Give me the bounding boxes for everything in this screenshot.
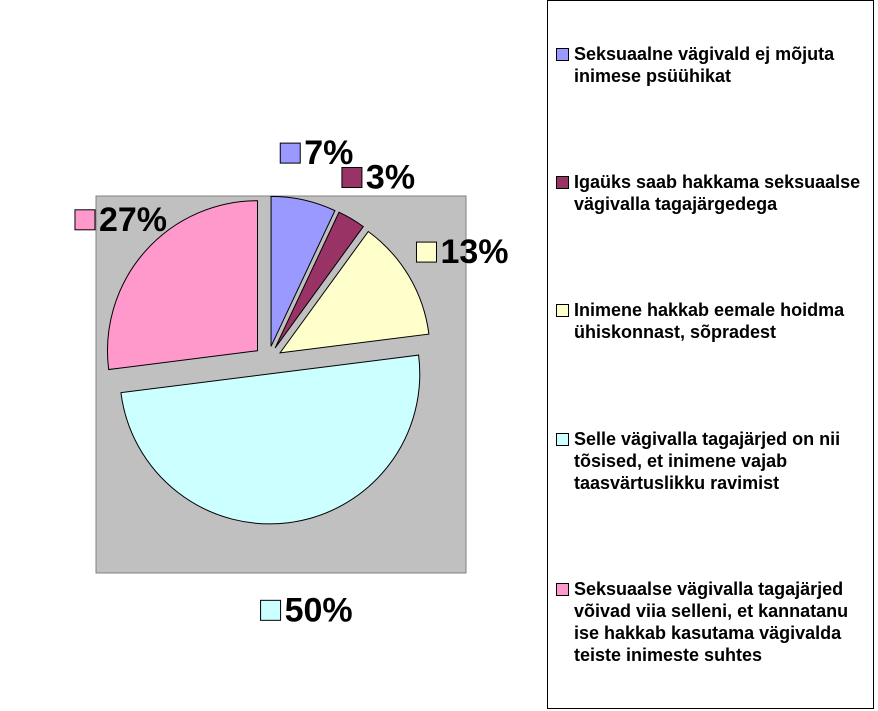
data-label: 13% — [440, 233, 508, 271]
legend-swatch — [556, 48, 569, 62]
data-label: 27% — [99, 201, 167, 239]
legend-item: Inimene hakkab eemale hoidma ühiskonnast… — [556, 299, 871, 343]
data-label: 3% — [366, 159, 415, 197]
label-swatch — [74, 209, 96, 231]
legend-label: Inimene hakkab eemale hoidma ühiskonnast… — [574, 300, 845, 343]
legend-swatch — [556, 432, 569, 446]
pie-slice — [274, 211, 364, 349]
legend-label: Igaüks saab hakkama seksuaalse vägivalla… — [574, 172, 861, 215]
label-swatch — [260, 599, 282, 621]
legend-swatch — [556, 582, 569, 596]
legend-label: Seksuaalse vägivalla tagajärjed võivad v… — [574, 578, 849, 665]
pie-slice — [120, 354, 421, 525]
data-label: 50% — [285, 591, 353, 629]
data-label: 7% — [304, 134, 353, 172]
legend-item: Igaüks saab hakkama seksuaalse vägivalla… — [556, 171, 871, 215]
label-swatch — [279, 142, 301, 164]
legend-item: Seksuaalne vägivald ej mõjuta inimese ps… — [556, 43, 871, 87]
legend: Seksuaalne vägivald ej mõjuta inimese ps… — [547, 0, 874, 709]
chart: 7% 3% 13% 50% 27% — [74, 134, 509, 629]
legend-label: Selle vägivalla tagajärjed on nii tõsise… — [574, 428, 841, 493]
pie-slice — [270, 195, 336, 347]
label-swatch — [341, 167, 363, 189]
pie-slice — [107, 200, 258, 371]
pie-slice — [278, 230, 430, 354]
legend-label: Seksuaalne vägivald ej mõjuta inimese ps… — [574, 44, 835, 87]
legend-item: Seksuaalse vägivalla tagajärjed võivad v… — [556, 578, 871, 666]
legend-item: Selle vägivalla tagajärjed on nii tõsise… — [556, 428, 871, 494]
label-swatch — [415, 241, 437, 263]
legend-swatch — [556, 304, 569, 318]
legend-swatch — [556, 176, 569, 190]
